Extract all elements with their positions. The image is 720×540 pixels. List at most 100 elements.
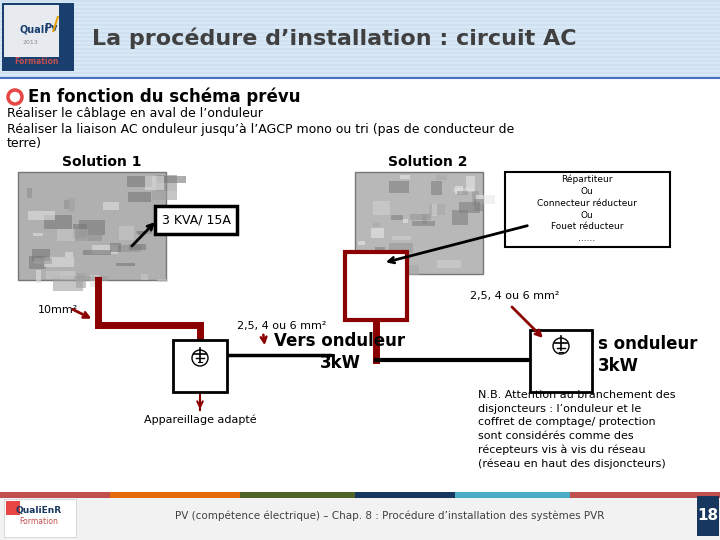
Bar (0, 492, 110, 498)
Bar (0, 24, 720, 26)
Bar (44, 215, 71, 229)
Bar (0, 58, 720, 60)
Bar (0, 2, 720, 4)
Bar (0, 22, 720, 24)
Bar (0, 20, 720, 22)
Bar (46, 271, 74, 279)
Bar (32, 233, 42, 237)
Bar (0, 66, 720, 68)
Bar (6, 501, 20, 515)
Bar (116, 262, 135, 266)
Bar (457, 191, 468, 195)
Bar (53, 276, 84, 291)
Text: PV (compétence électrique) – Chap. 8 : Procédure d’installation des systèmes PVR: PV (compétence électrique) – Chap. 8 : P… (175, 511, 605, 521)
Text: 3 KVA/ 15A: 3 KVA/ 15A (161, 213, 230, 226)
Text: Formation: Formation (14, 57, 58, 66)
Bar (110, 492, 240, 498)
Bar (355, 172, 483, 274)
Bar (0, 42, 720, 44)
Bar (374, 247, 384, 257)
Bar (2, 3, 74, 71)
Bar (0, 30, 720, 32)
Text: /: / (52, 16, 59, 35)
Bar (410, 214, 431, 220)
Bar (76, 273, 86, 288)
Bar (173, 340, 227, 392)
Bar (63, 200, 70, 210)
Bar (0, 34, 720, 36)
Bar (392, 236, 410, 240)
Text: QualiEnR: QualiEnR (16, 505, 62, 515)
Bar (36, 271, 41, 283)
Bar (76, 275, 107, 281)
Bar (454, 188, 474, 192)
Bar (0, 8, 720, 10)
Bar (157, 177, 186, 183)
Text: 18: 18 (698, 509, 719, 523)
Bar (530, 330, 592, 392)
Bar (355, 492, 455, 498)
Bar (138, 231, 146, 235)
Bar (76, 229, 102, 241)
Bar (110, 243, 122, 252)
Bar (60, 272, 76, 280)
Text: N.B. Attention au branchement des
disjoncteurs : l’onduleur et le
coffret de com: N.B. Attention au branchement des disjon… (478, 390, 675, 469)
Text: 2013: 2013 (22, 40, 38, 45)
Bar (0, 76, 720, 78)
Bar (476, 195, 495, 204)
Bar (390, 181, 409, 193)
Bar (0, 62, 720, 64)
Bar (0, 32, 720, 34)
Bar (0, 10, 720, 12)
Bar (27, 188, 32, 199)
Bar (436, 260, 462, 268)
Text: Formation: Formation (19, 517, 58, 526)
Bar (73, 224, 87, 238)
Bar (0, 26, 720, 28)
Text: Réaliser le câblage en aval de l’onduleur: Réaliser le câblage en aval de l’onduleu… (7, 107, 263, 120)
Bar (0, 16, 720, 18)
Text: 10mm²: 10mm² (38, 305, 78, 315)
Bar (0, 78, 720, 80)
Bar (0, 74, 720, 76)
Bar (371, 228, 384, 238)
Bar (472, 191, 479, 205)
Bar (127, 192, 151, 202)
Bar (0, 14, 720, 16)
Bar (35, 258, 53, 264)
Bar (0, 64, 720, 66)
Bar (697, 496, 719, 536)
Bar (466, 176, 474, 191)
Bar (119, 226, 134, 240)
Text: 2,5, 4 ou 6 mm²: 2,5, 4 ou 6 mm² (470, 291, 559, 301)
Text: En fonction du schéma prévu: En fonction du schéma prévu (28, 87, 300, 106)
Bar (389, 243, 413, 253)
Bar (92, 245, 119, 254)
Bar (505, 172, 670, 247)
Bar (157, 279, 168, 282)
Bar (103, 202, 120, 210)
Bar (118, 245, 141, 253)
Bar (459, 201, 480, 213)
Bar (0, 50, 720, 52)
Bar (30, 256, 45, 269)
Bar (432, 204, 437, 217)
Bar (4, 499, 76, 537)
Bar (391, 215, 403, 220)
Bar (0, 12, 720, 14)
Bar (0, 28, 720, 30)
Text: Répartiteur
Ou
Connecteur réducteur
Ou
Fouet réducteur
......: Répartiteur Ou Connecteur réducteur Ou F… (537, 175, 637, 243)
Bar (79, 220, 105, 234)
Bar (392, 269, 405, 284)
Bar (0, 40, 720, 42)
Text: Vers onduleur
3kW: Vers onduleur 3kW (274, 332, 405, 372)
Bar (68, 198, 76, 212)
Bar (402, 219, 408, 224)
Text: 2,5, 4 ou 6 mm²: 2,5, 4 ou 6 mm² (237, 321, 326, 331)
Bar (0, 492, 720, 540)
Bar (0, 60, 720, 62)
Bar (136, 231, 152, 234)
Bar (431, 181, 442, 195)
Bar (152, 192, 177, 200)
Bar (91, 275, 99, 287)
